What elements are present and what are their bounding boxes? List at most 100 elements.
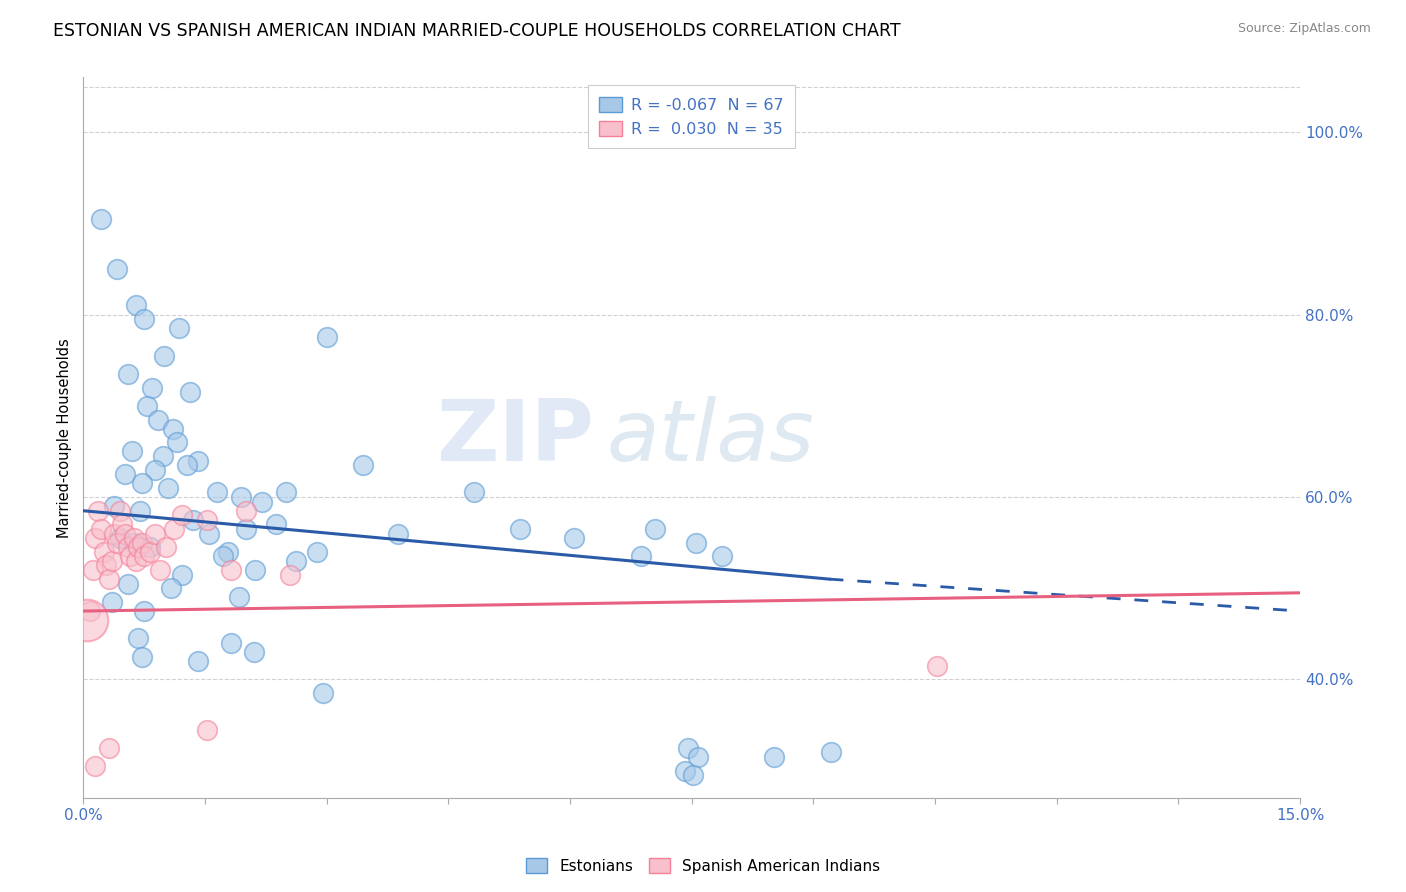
Point — [387, 526, 409, 541]
Point — [98, 572, 121, 586]
Point — [187, 654, 209, 668]
Point — [162, 422, 184, 436]
Point — [219, 636, 242, 650]
Point — [125, 554, 148, 568]
Point — [155, 540, 177, 554]
Point — [315, 330, 337, 344]
Point — [131, 476, 153, 491]
Point — [120, 549, 142, 564]
Point — [245, 563, 267, 577]
Point — [274, 485, 297, 500]
Point — [205, 485, 228, 500]
Point — [135, 399, 157, 413]
Point — [100, 554, 122, 568]
Point — [179, 385, 201, 400]
Point — [231, 490, 253, 504]
Point — [250, 494, 273, 508]
Point — [682, 768, 704, 782]
Point — [146, 412, 169, 426]
Point — [108, 531, 131, 545]
Point — [463, 485, 485, 500]
Text: atlas: atlas — [606, 396, 814, 479]
Point — [157, 481, 180, 495]
Point — [166, 435, 188, 450]
Point — [242, 645, 264, 659]
Point — [111, 517, 134, 532]
Point — [121, 444, 143, 458]
Point — [117, 367, 139, 381]
Point — [87, 504, 110, 518]
Point — [509, 522, 531, 536]
Point — [305, 545, 328, 559]
Point — [131, 649, 153, 664]
Text: ZIP: ZIP — [437, 396, 595, 479]
Point — [134, 604, 156, 618]
Point — [925, 658, 948, 673]
Point — [711, 549, 734, 564]
Point — [103, 499, 125, 513]
Point — [90, 522, 112, 536]
Legend: Estonians, Spanish American Indians: Estonians, Spanish American Indians — [520, 852, 886, 880]
Point — [79, 604, 101, 618]
Point — [187, 453, 209, 467]
Point — [278, 567, 301, 582]
Point — [235, 504, 257, 518]
Point — [108, 504, 131, 518]
Point — [284, 554, 307, 568]
Point — [266, 517, 288, 532]
Point — [100, 595, 122, 609]
Point — [181, 513, 204, 527]
Point — [125, 298, 148, 312]
Point — [311, 686, 333, 700]
Point — [103, 526, 125, 541]
Point — [139, 540, 162, 554]
Text: ESTONIAN VS SPANISH AMERICAN INDIAN MARRIED-COUPLE HOUSEHOLDS CORRELATION CHART: ESTONIAN VS SPANISH AMERICAN INDIAN MARR… — [53, 22, 901, 40]
Point — [127, 632, 149, 646]
Point — [134, 312, 156, 326]
Point — [114, 467, 136, 482]
Point — [167, 321, 190, 335]
Point — [131, 535, 153, 549]
Point — [176, 458, 198, 472]
Point — [562, 531, 585, 545]
Point — [160, 581, 183, 595]
Text: Source: ZipAtlas.com: Source: ZipAtlas.com — [1237, 22, 1371, 36]
Y-axis label: Married-couple Households: Married-couple Households — [58, 338, 72, 538]
Point — [76, 613, 98, 627]
Point — [90, 211, 112, 226]
Point — [198, 526, 221, 541]
Point — [153, 349, 176, 363]
Point — [763, 750, 786, 764]
Point — [114, 526, 136, 541]
Point — [688, 750, 710, 764]
Point — [122, 531, 145, 545]
Point — [134, 549, 156, 564]
Point — [105, 262, 128, 277]
Point — [217, 545, 239, 559]
Point — [105, 535, 128, 549]
Legend: R = -0.067  N = 67, R =  0.030  N = 35: R = -0.067 N = 67, R = 0.030 N = 35 — [588, 86, 796, 148]
Point — [235, 522, 257, 536]
Point — [195, 513, 218, 527]
Point — [141, 381, 163, 395]
Point — [820, 746, 842, 760]
Point — [219, 563, 242, 577]
Point — [172, 567, 194, 582]
Point — [94, 558, 117, 573]
Point — [685, 535, 707, 549]
Point — [195, 723, 218, 737]
Point — [98, 740, 121, 755]
Point — [673, 764, 696, 778]
Point — [676, 740, 699, 755]
Point — [139, 545, 162, 559]
Point — [117, 576, 139, 591]
Point — [228, 591, 250, 605]
Point — [122, 535, 145, 549]
Point — [117, 540, 139, 554]
Point — [127, 540, 149, 554]
Point — [352, 458, 374, 472]
Point — [211, 549, 233, 564]
Point — [644, 522, 666, 536]
Point — [143, 526, 166, 541]
Point — [84, 759, 107, 773]
